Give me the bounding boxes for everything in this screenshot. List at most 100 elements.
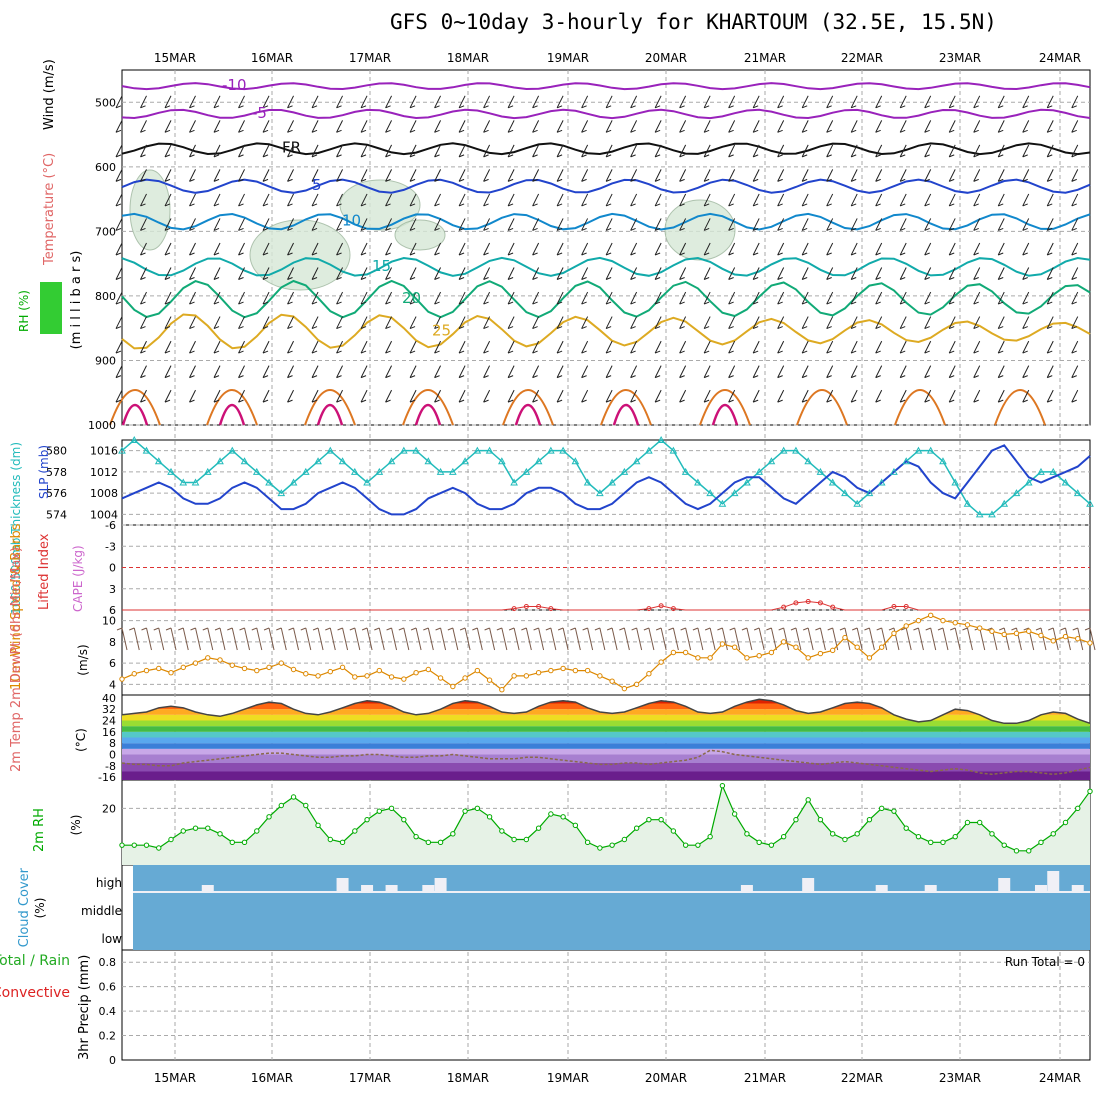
wind-barb-flag [924, 129, 930, 133]
thickness-point [375, 467, 384, 475]
wind-barb-flag [605, 277, 612, 280]
wind-barb-flag [581, 301, 587, 305]
date-label-top: 15MAR [154, 51, 196, 65]
temp-band [122, 731, 1090, 738]
rh-point [964, 819, 971, 826]
wind-barb [728, 340, 736, 354]
wind-barb-flag [115, 105, 122, 109]
wind-barb-flag [1047, 203, 1053, 207]
wind-barb [311, 169, 319, 182]
wind-barb-flag [213, 227, 220, 231]
wind-barb [654, 242, 662, 256]
wind-barb-flag [900, 227, 906, 231]
wind-speed-point [646, 671, 652, 677]
wind-barb [115, 242, 123, 256]
wind-barb-flag [164, 203, 171, 207]
surface-wind-barb [795, 627, 802, 651]
rh-point [413, 833, 419, 840]
surface-wind-barb [133, 627, 140, 651]
thickness-point [350, 467, 359, 475]
thickness-point [265, 478, 273, 486]
wind-barb-flag [532, 277, 538, 280]
wind-barb-flag [630, 301, 636, 305]
cloud-level-label: high [96, 876, 122, 890]
wind-barb-flag [949, 399, 955, 403]
wind-barb-flag [189, 375, 195, 379]
wind-barb-flag [679, 399, 685, 403]
wind-barb-flag [262, 178, 269, 182]
chart-title: GFS 0~10day 3-hourly for KHARTOUM (32.5E… [390, 10, 997, 34]
thickness-point [448, 467, 457, 475]
lifted-index-point [511, 606, 517, 612]
wind-barb-flag [801, 375, 808, 379]
wind-barb [483, 95, 491, 109]
wind-barb-flag [924, 375, 930, 379]
date-label-top: 18MAR [447, 51, 489, 65]
wind-barb [238, 340, 245, 354]
thickness-point [387, 457, 396, 465]
wind-speed-point [352, 674, 358, 680]
wind-barb-flag [630, 154, 636, 158]
wind-barb-flag [924, 178, 930, 182]
wind-barb-flag [556, 301, 563, 305]
surface-wind-barb [979, 627, 986, 651]
isotherm-loop [402, 389, 454, 426]
surface-wind-barb-flag [202, 627, 208, 631]
wind-barb [483, 218, 491, 231]
rh-point [486, 814, 493, 820]
wind-barb-flag [1022, 326, 1028, 330]
wind-barb [1071, 365, 1079, 378]
wind-barb-flag [826, 350, 832, 354]
wind-barb [189, 291, 196, 305]
wind-speed-point [450, 683, 456, 690]
rh-point [192, 825, 199, 831]
thickness-point [412, 446, 420, 454]
rh-legend-swatch [40, 282, 62, 334]
wind-barb [777, 95, 785, 109]
wind-barb-flag [630, 178, 636, 182]
wind-barb-flag [728, 399, 734, 403]
wind-barb-flag [777, 129, 783, 133]
wind-barb-flag [385, 326, 391, 330]
wind-barb [850, 316, 858, 329]
wind-barb [1022, 340, 1030, 354]
wind-barb-flag [262, 277, 269, 280]
wind-speed-point [266, 664, 272, 671]
wind-barb-flag [336, 252, 342, 256]
lifted-index-point [548, 606, 554, 612]
wind-barb [948, 340, 956, 354]
wind-barb-flag [311, 129, 318, 133]
rh-area [122, 785, 1090, 865]
wind-speed-point [339, 664, 346, 671]
surface-wind-barb [342, 627, 349, 651]
surface-wind-barb [219, 627, 226, 651]
wind-speed-point [376, 667, 383, 674]
slp-tick-label: 1004 [90, 508, 118, 521]
wind-barb [581, 218, 589, 231]
wind-barb [728, 95, 736, 109]
wind-speed-point [523, 673, 530, 679]
wind-speed-point [131, 671, 137, 677]
wind-speed-point [143, 667, 150, 674]
surface-wind-barb-flag [288, 627, 294, 631]
slp-tick-label: 1012 [90, 466, 118, 479]
wind-barb [973, 291, 981, 305]
wind-barb-flag [654, 154, 661, 158]
date-label-top: 20MAR [645, 51, 687, 65]
wind-barb-flag [900, 399, 906, 403]
lifted-index-point [830, 604, 836, 610]
wind-barb-flag [311, 252, 318, 256]
wind-barb-flag [532, 105, 538, 109]
wind-barb [777, 218, 785, 231]
wind-barb-flag [336, 399, 342, 403]
wind-barb [801, 120, 809, 133]
surface-wind-barb-flag [153, 627, 159, 631]
wind-barb [140, 365, 147, 378]
wind-barb [189, 95, 196, 109]
wind-barb [507, 365, 515, 378]
wind-barb-flag [605, 326, 612, 330]
wind-barb [140, 242, 147, 256]
wind-barb-flag [728, 277, 734, 280]
wind-barb-flag [973, 252, 979, 256]
wind-barb-flag [949, 154, 955, 158]
